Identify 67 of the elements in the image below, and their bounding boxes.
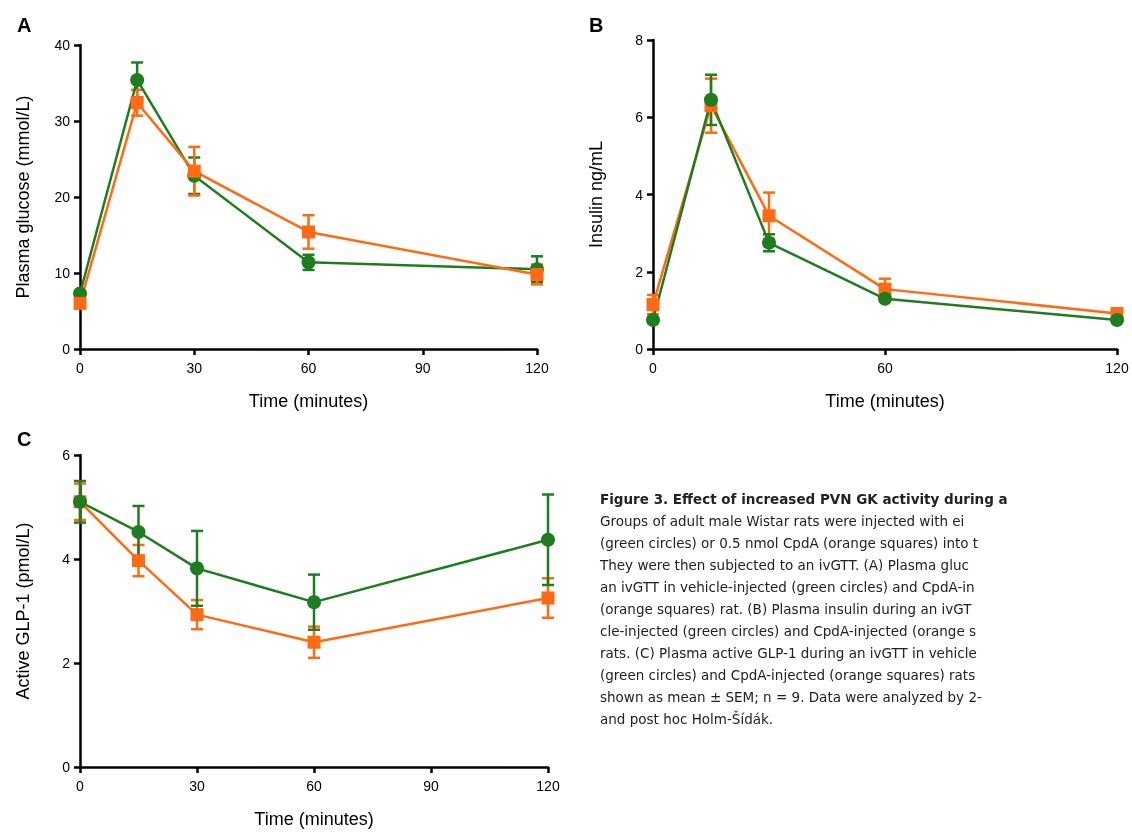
y-axis-title: Active GLP-1 (pmol/L)	[13, 522, 33, 700]
x-tick-label: 0	[649, 360, 658, 376]
x-tick-label: 0	[76, 778, 85, 794]
x-tick-label: 30	[186, 360, 203, 376]
point	[130, 96, 144, 110]
text: (orange squares) rat. (B) Plasma insulin during an ivGT	[600, 600, 973, 619]
y-tick-label: 40	[54, 37, 71, 53]
y-tick-label: 2	[62, 655, 71, 671]
x-tick-label: 60	[300, 360, 317, 376]
point	[1110, 313, 1124, 328]
point	[541, 591, 555, 605]
text: They were then subjected to an ivGTT. (A) Plasma gluc	[600, 556, 970, 575]
x-tick-label: 120	[536, 778, 560, 794]
x-tick-label: 60	[306, 778, 322, 794]
x-tick-label: 60	[877, 360, 893, 376]
y-tick-label: 8	[635, 32, 644, 48]
x-tick-label: 90	[423, 778, 439, 794]
chart-title: C	[17, 428, 32, 450]
x-axis-title: Time (minutes)	[254, 809, 374, 829]
y-tick-label: 6	[62, 447, 71, 463]
point	[646, 313, 660, 328]
text: Groups of adult male Wistar rats were injected with ei	[600, 512, 966, 531]
point	[190, 608, 204, 622]
x-tick-label: 30	[189, 778, 205, 794]
text: shown as mean ± SEM; n = 9. Data were analyzed by 2-	[600, 688, 983, 707]
text: (green circles) or 0.5 nmol CpdA (orange squares) into t	[600, 534, 980, 553]
point	[762, 209, 776, 223]
y-tick-label: 0	[62, 759, 71, 775]
x-tick-label: 0	[76, 360, 85, 376]
point	[530, 268, 544, 282]
y-tick-label: 30	[54, 113, 71, 129]
point	[132, 554, 145, 568]
chart-title: B	[589, 14, 604, 36]
point	[541, 532, 555, 547]
point	[704, 92, 718, 107]
chart-title: A	[17, 14, 32, 36]
point	[878, 291, 892, 306]
x-tick-label: 90	[414, 360, 431, 376]
text: (green circles) and CpdA-injected (orange squares) rats	[600, 666, 977, 685]
y-tick-label: 6	[635, 109, 644, 126]
y-axis-title: Plasma glucose (mmol/L)	[13, 95, 33, 299]
text: an ivGTT in vehicle-injected (green circles) and CpdA-in	[600, 578, 976, 597]
point	[302, 225, 315, 239]
point	[190, 561, 204, 576]
point	[73, 296, 87, 310]
x-axis-title: Time (minutes)	[248, 391, 369, 411]
y-tick-label: 20	[54, 189, 71, 205]
x-axis-title: Time (minutes)	[825, 391, 945, 411]
point	[307, 635, 321, 649]
y-tick-label: 2	[635, 263, 644, 280]
text: and post hoc Holm-Šídák.	[600, 709, 775, 729]
x-tick-label: 120	[525, 360, 549, 376]
text: rats. (C) Plasma active GLP-1 during an ivGTT in vehicle	[600, 644, 978, 663]
point	[131, 524, 146, 539]
point	[130, 72, 145, 87]
y-axis-title: Insulin ng/mL	[586, 140, 606, 249]
y-tick-label: 0	[62, 341, 71, 357]
text: Figure 3. Effect of increased PVN GK activity during a	[600, 490, 1009, 509]
point	[187, 164, 201, 178]
y-tick-label: 10	[54, 265, 71, 281]
point	[307, 595, 321, 610]
text: cle-injected (green circles) and CpdA-injected (orange s	[600, 622, 978, 641]
x-tick-label: 120	[1105, 360, 1129, 376]
point	[646, 298, 660, 312]
y-tick-label: 4	[62, 551, 71, 567]
y-tick-label: 4	[635, 186, 644, 203]
y-tick-label: 0	[635, 341, 644, 357]
